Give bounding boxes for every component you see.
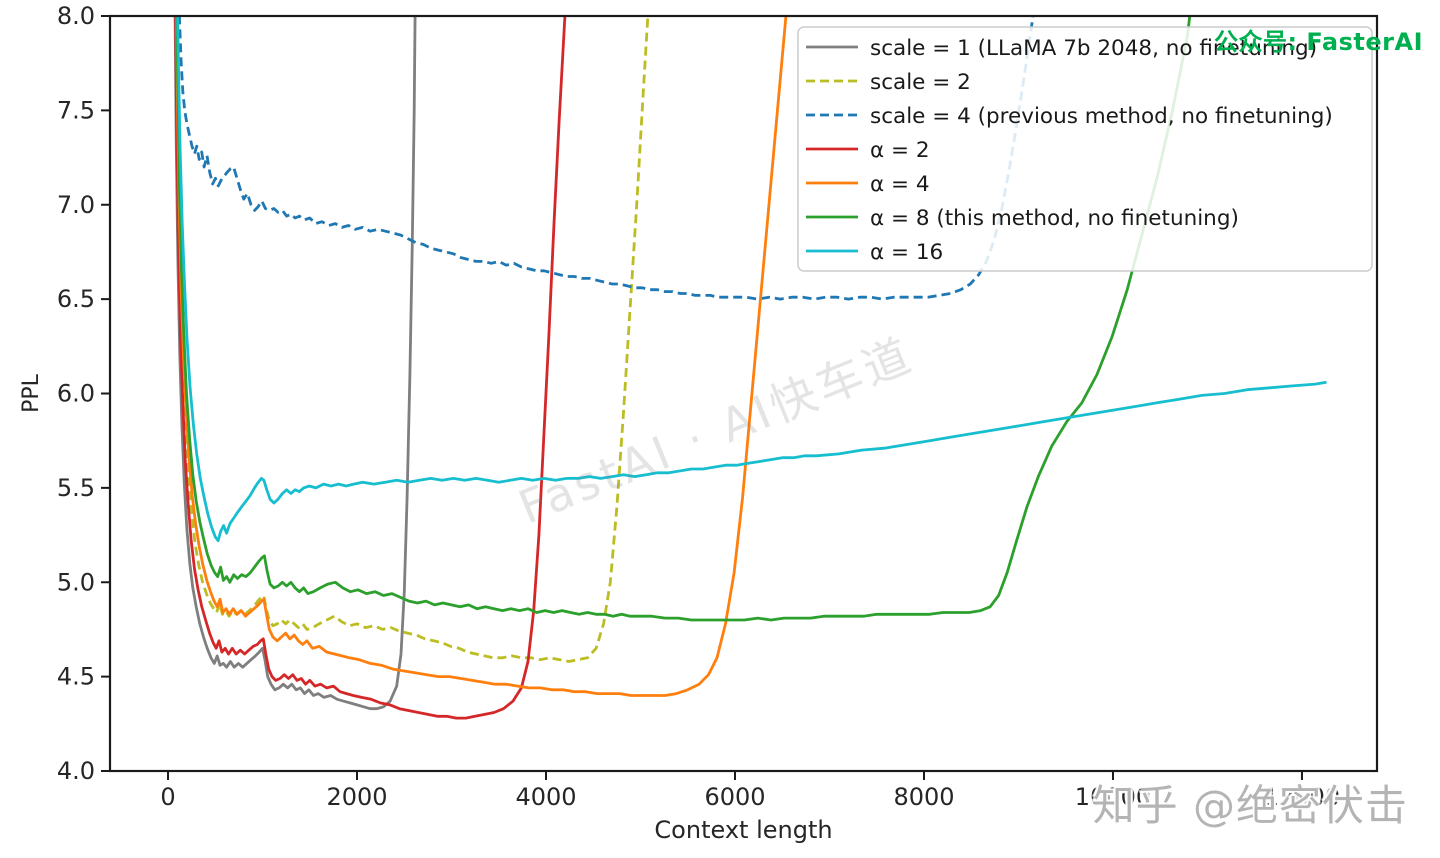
y-tick-label: 5.0 xyxy=(57,568,95,596)
legend-label-alpha-16: α = 16 xyxy=(870,240,943,265)
axis-ticks: 0 2000 4000 6000 8000 10000 12000 4.0 4.5 5.0 5.5 6… xyxy=(57,2,1340,811)
y-tick-label: 6.5 xyxy=(57,285,95,313)
legend-label-scale-1: scale = 1 (LLaMA 7b 2048, no finetuning) xyxy=(870,36,1317,61)
x-tick-label: 12000 xyxy=(1264,783,1340,811)
x-tick-label: 6000 xyxy=(704,783,765,811)
series-line-alpha-16 xyxy=(176,16,1327,543)
legend-label-scale-2: scale = 2 xyxy=(870,70,971,95)
series-line-scale-4 xyxy=(178,16,1035,301)
legend-label-alpha-8: α = 8 (this method, no finetuning) xyxy=(870,206,1239,231)
y-tick-label: 4.0 xyxy=(57,757,95,785)
legend-label-scale-4: scale = 4 (previous method, no finetunin… xyxy=(870,104,1333,129)
series-line-scale-2 xyxy=(174,16,650,663)
series-line-alpha-2 xyxy=(174,16,567,720)
x-tick-label: 0 xyxy=(160,783,175,811)
x-tick-label: 10000 xyxy=(1075,783,1151,811)
legend-box xyxy=(797,26,1373,272)
legend-label-alpha-4: α = 4 xyxy=(870,172,930,197)
series-line-alpha-8 xyxy=(175,16,1192,622)
x-axis-label: Context length xyxy=(654,816,832,844)
series-line-scale-1 xyxy=(173,16,417,711)
y-tick-label: 7.5 xyxy=(57,96,95,124)
x-tick-label: 4000 xyxy=(515,783,576,811)
series-line-alpha-4 xyxy=(175,16,788,697)
y-tick-label: 5.5 xyxy=(57,474,95,502)
y-tick-label: 7.0 xyxy=(57,191,95,219)
x-tick-label: 8000 xyxy=(893,783,954,811)
y-tick-label: 4.5 xyxy=(57,663,95,691)
y-tick-label: 6.0 xyxy=(57,380,95,408)
y-tick-label: 8.0 xyxy=(57,2,95,30)
series-lines xyxy=(173,16,1327,720)
legend-label-alpha-2: α = 2 xyxy=(870,138,930,163)
legend: scale = 1 (LLaMA 7b 2048, no finetuning)… xyxy=(797,26,1373,272)
y-axis-label: PPL xyxy=(19,373,44,413)
x-tick-label: 2000 xyxy=(326,783,387,811)
